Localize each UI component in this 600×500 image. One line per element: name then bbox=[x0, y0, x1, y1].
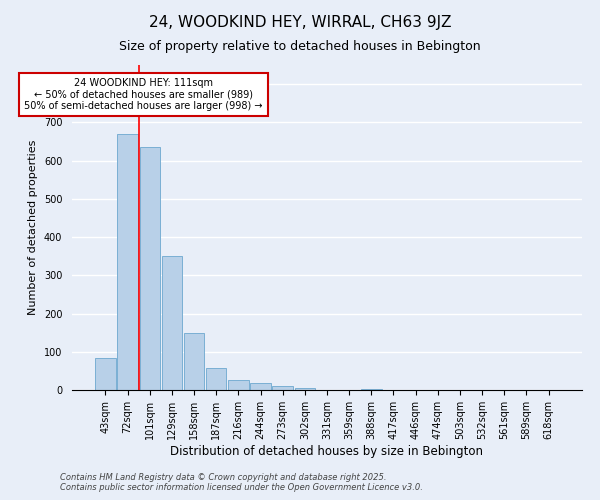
Text: Contains HM Land Registry data © Crown copyright and database right 2025.
Contai: Contains HM Land Registry data © Crown c… bbox=[60, 473, 423, 492]
Bar bbox=[361, 389, 382, 390]
Text: Size of property relative to detached houses in Bebington: Size of property relative to detached ho… bbox=[119, 40, 481, 53]
Bar bbox=[161, 256, 182, 390]
Bar bbox=[295, 388, 315, 390]
Bar bbox=[95, 358, 116, 390]
Bar bbox=[140, 147, 160, 390]
Y-axis label: Number of detached properties: Number of detached properties bbox=[28, 140, 38, 315]
X-axis label: Distribution of detached houses by size in Bebington: Distribution of detached houses by size … bbox=[170, 444, 484, 458]
Bar bbox=[206, 368, 226, 390]
Bar bbox=[250, 383, 271, 390]
Bar bbox=[118, 134, 138, 390]
Text: 24, WOODKIND HEY, WIRRAL, CH63 9JZ: 24, WOODKIND HEY, WIRRAL, CH63 9JZ bbox=[149, 15, 451, 30]
Bar bbox=[272, 386, 293, 390]
Bar bbox=[184, 332, 204, 390]
Text: 24 WOODKIND HEY: 111sqm
← 50% of detached houses are smaller (989)
50% of semi-d: 24 WOODKIND HEY: 111sqm ← 50% of detache… bbox=[24, 78, 263, 111]
Bar bbox=[228, 380, 248, 390]
